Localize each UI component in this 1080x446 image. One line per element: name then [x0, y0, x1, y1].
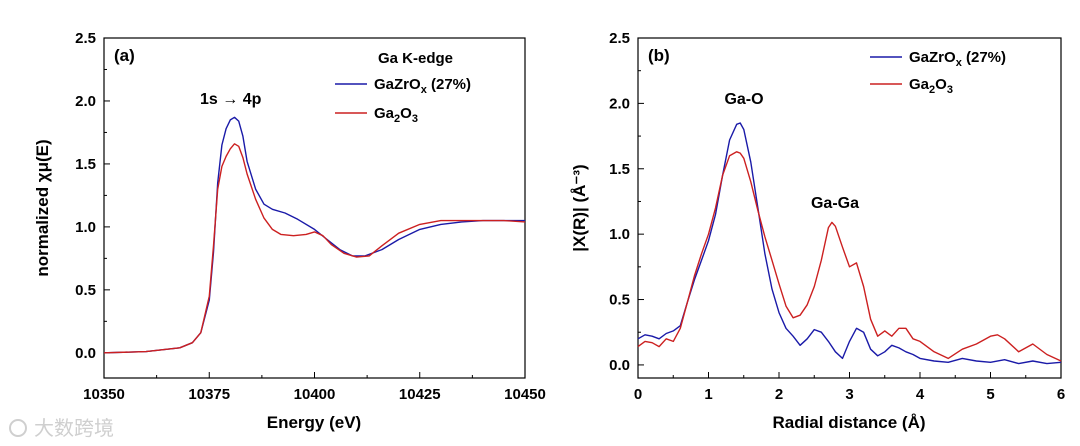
panel-a-label: (a) [114, 46, 135, 65]
panel-b: 0 1 2 3 4 5 6 0.0 0.5 1.0 1.5 2.0 2.5 (b) Ga-O Ga-Ga… [570, 30, 1065, 432]
panel-b-series-ga2o3 [637, 151, 1062, 362]
panel-a-xtick-label: 10425 [399, 386, 441, 403]
panel-a-series-ga2o3 [103, 143, 526, 354]
panel-b-series [637, 122, 1062, 365]
panel-b-xtick-label: 1 [704, 386, 712, 403]
panel-b-xtick-label: 0 [634, 386, 642, 403]
panel-a-series-gazrox [103, 116, 525, 354]
panel-b-ytick-label: 2.0 [609, 95, 630, 112]
panel-a-ytick-label: 2.0 [75, 93, 96, 110]
panel-b-xtick-label: 6 [1057, 386, 1065, 403]
panel-a-xtick-label: 10375 [188, 386, 230, 403]
panel-b-legend-label-gazrox: GaZrOx (27%) [909, 49, 1006, 69]
panel-a-legend-label-gazrox: GaZrOx (27%) [374, 76, 471, 96]
panel-b-xtick-label: 2 [775, 386, 783, 403]
panel-b-series-gazrox [637, 122, 1062, 365]
panel-a-ytick-label: 0.5 [75, 282, 96, 299]
panel-b-xtick-label: 5 [986, 386, 994, 403]
panel-a-xtick-label: 10400 [294, 386, 336, 403]
panel-a-ticks: 10350 10375 10400 10425 10450 0.0 0.5 1.0 1.5 2.0… [75, 30, 546, 403]
panel-b-ytick-label: 1.0 [609, 226, 630, 243]
panel-b-ytick-label: 0.0 [609, 357, 630, 374]
panel-b-ytick-label: 0.5 [609, 292, 630, 309]
panel-b-ylabel: |X(R)| (Å⁻³) [570, 164, 589, 251]
panel-a-xtick-label: 10350 [83, 386, 125, 403]
panel-b-annotation-gao: Ga-O [724, 91, 763, 108]
panel-b-ytick-label: 1.5 [609, 161, 630, 178]
panel-b-legend: GaZrOx (27%) Ga2O3 [870, 49, 1006, 96]
panel-a-xlabel: Energy (eV) [267, 413, 361, 432]
panel-b-legend-label-ga2o3: Ga2O3 [909, 76, 953, 96]
panel-a-legend-label-ga2o3: Ga2O3 [374, 105, 418, 125]
panel-b-label: (b) [648, 46, 670, 65]
panel-a-legend: GaZrOx (27%) Ga2O3 [335, 76, 471, 125]
watermark-logo-icon [9, 419, 27, 437]
panel-b-xtick-label: 4 [916, 386, 925, 403]
panel-a-ylabel: normalized χμ(E) [33, 139, 52, 276]
watermark-text: 大数跨境 [34, 416, 114, 440]
panel-a-series [103, 116, 526, 354]
panel-b-ytick-label: 2.5 [609, 30, 630, 47]
panel-a-ytick-label: 2.5 [75, 30, 96, 47]
panel-a-annotation: 1s → 4p [200, 91, 262, 108]
panel-b-annotation-gaga: Ga-Ga [811, 195, 859, 212]
watermark: 大数跨境 [9, 416, 114, 440]
panel-a-ytick-label: 1.5 [75, 156, 96, 173]
panel-b-xtick-label: 3 [845, 386, 853, 403]
panel-b-ticks: 0 1 2 3 4 5 6 0.0 0.5 1.0 1.5 2.0 2.5 [609, 30, 1065, 403]
panel-b-xlabel: Radial distance (Å) [772, 413, 925, 432]
panel-a-ytick-label: 0.0 [75, 345, 96, 362]
panel-a: 10350 10375 10400 10425 10450 0.0 0.5 1.0 1.5 2.0… [33, 30, 546, 432]
panel-a-xtick-label: 10450 [504, 386, 546, 403]
panel-a-ytick-label: 1.0 [75, 219, 96, 236]
panel-a-legend-title: Ga K-edge [378, 50, 453, 67]
